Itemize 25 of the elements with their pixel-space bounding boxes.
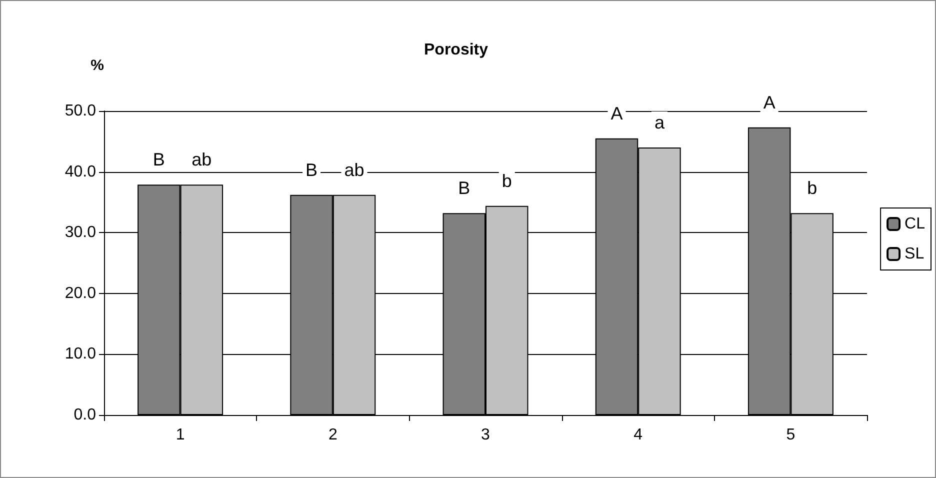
data-label: b — [807, 178, 818, 198]
legend-label: SL — [904, 246, 924, 262]
data-label: B — [306, 160, 318, 180]
chart-title: Porosity — [424, 42, 488, 58]
data-label: ab — [192, 150, 212, 170]
x-tick-label: 3 — [481, 426, 490, 444]
data-label: B — [458, 178, 470, 198]
data-label: ab — [344, 160, 364, 180]
y-tick-label: 0.0 — [74, 406, 96, 424]
x-tick-label: 2 — [328, 426, 338, 444]
y-tick-label: 30.0 — [64, 224, 96, 242]
data-label: b — [502, 170, 512, 191]
data-label: A — [610, 103, 623, 124]
data-label: a — [654, 112, 666, 132]
y-tick-label: 10.0 — [64, 346, 96, 363]
legend-label: CL — [904, 216, 926, 232]
x-tick-label: 5 — [786, 426, 796, 444]
x-tick-label: 4 — [634, 426, 643, 444]
data-label: A — [763, 92, 776, 112]
y-tick-label: 50.0 — [64, 102, 96, 120]
x-tick-label: 1 — [176, 426, 185, 444]
data-label: B — [152, 150, 165, 170]
y-tick-label: 40.0 — [64, 163, 96, 180]
y-axis-title: % — [90, 57, 104, 74]
y-tick-label: 20.0 — [64, 284, 96, 302]
